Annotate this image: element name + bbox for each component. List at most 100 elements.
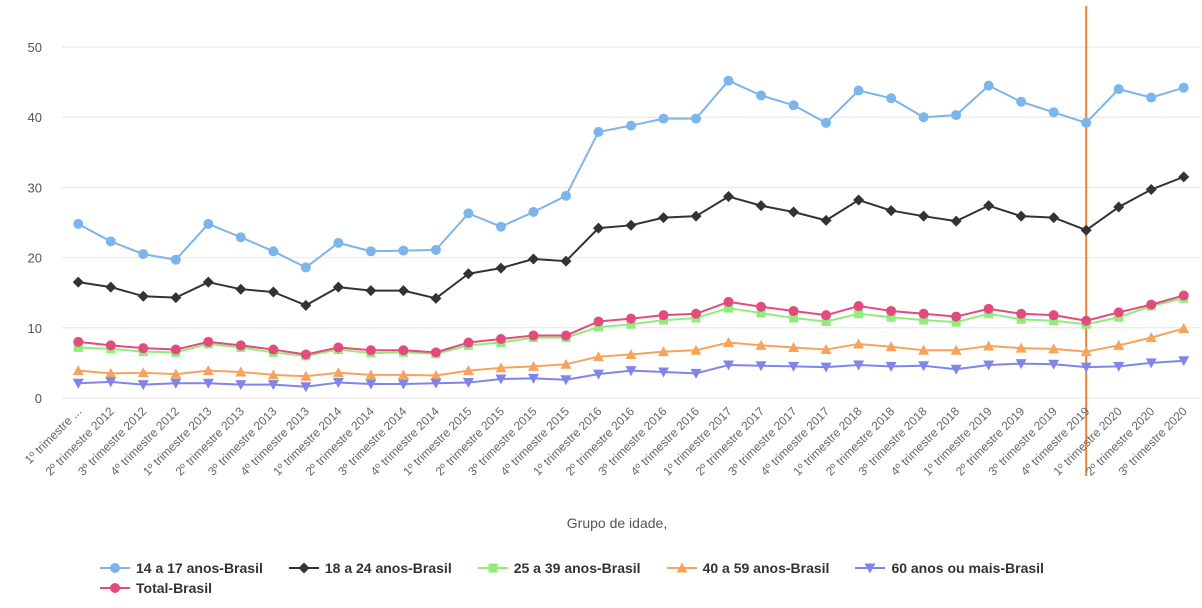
data-point — [365, 345, 376, 356]
data-point — [1080, 362, 1092, 373]
data-point — [755, 339, 767, 350]
data-point — [430, 244, 441, 255]
data-point — [300, 382, 312, 393]
data-point — [690, 210, 702, 222]
data-point — [495, 262, 507, 274]
y-tick-label: 20 — [28, 251, 42, 266]
data-point — [756, 308, 766, 318]
data-point — [983, 80, 994, 91]
data-point — [170, 254, 181, 265]
legend-item[interactable]: 40 a 59 anos-Brasil — [666, 560, 829, 576]
data-point — [788, 341, 800, 352]
data-point — [105, 281, 117, 293]
data-point — [137, 290, 149, 302]
legend-item[interactable]: 14 a 17 anos-Brasil — [100, 560, 263, 576]
data-point — [1048, 343, 1060, 354]
data-point — [462, 378, 474, 389]
legend-label: 14 a 17 anos-Brasil — [136, 560, 263, 576]
data-point — [528, 206, 539, 217]
data-point — [267, 380, 279, 391]
data-point — [918, 361, 930, 372]
data-point — [1015, 342, 1027, 353]
legend-label: 18 a 24 anos-Brasil — [324, 560, 452, 576]
legend-label: 25 a 39 anos-Brasil — [513, 560, 641, 576]
series-3 — [72, 323, 1190, 381]
data-point — [202, 378, 214, 389]
data-point — [853, 85, 864, 96]
data-point — [983, 340, 995, 351]
data-point — [235, 283, 247, 295]
data-point — [625, 366, 637, 377]
data-point — [983, 303, 994, 314]
data-point — [267, 369, 279, 380]
data-point — [235, 380, 247, 391]
data-point — [592, 351, 604, 362]
y-axis: 0 10 20 30 40 50 — [28, 40, 42, 406]
data-point — [560, 375, 572, 386]
data-point — [105, 340, 116, 351]
data-point — [1178, 82, 1189, 93]
data-point — [105, 367, 117, 378]
data-point — [1016, 308, 1027, 319]
data-point — [951, 110, 962, 121]
data-point — [951, 317, 961, 327]
data-point — [300, 262, 311, 273]
data-point — [756, 90, 767, 101]
data-point — [886, 93, 897, 104]
legend: 14 a 17 anos-Brasil 18 a 24 anos-Brasil 25… — [100, 560, 1160, 596]
data-point — [820, 344, 832, 355]
data-point — [950, 344, 962, 355]
legend-marker-icon — [666, 562, 697, 573]
data-point — [918, 112, 929, 123]
series-line — [78, 175, 1185, 307]
legend-marker — [864, 563, 876, 574]
data-point — [691, 308, 702, 319]
data-point — [527, 253, 539, 265]
data-point — [1081, 117, 1092, 128]
data-point — [430, 292, 442, 304]
legend-marker-icon — [100, 563, 130, 573]
data-point — [724, 303, 734, 313]
data-point — [918, 210, 930, 222]
data-point — [723, 191, 735, 203]
data-point — [170, 292, 182, 304]
data-point — [528, 330, 539, 341]
data-point — [560, 255, 572, 267]
legend-item[interactable]: 60 anos ou mais-Brasil — [855, 560, 1044, 576]
data-point — [626, 120, 636, 131]
data-point — [690, 344, 702, 355]
legend-marker — [488, 563, 498, 573]
data-point — [72, 378, 84, 389]
data-point — [658, 310, 669, 321]
data-point — [365, 379, 377, 390]
series-0 — [73, 75, 1189, 273]
data-point — [1015, 359, 1027, 370]
data-point — [463, 337, 474, 348]
legend-item[interactable]: 25 a 39 anos-Brasil — [477, 560, 641, 576]
data-point — [1178, 171, 1190, 183]
data-point — [723, 337, 735, 348]
data-point — [333, 342, 344, 353]
data-point — [1146, 92, 1157, 103]
series-1 — [72, 171, 1190, 311]
data-point — [332, 378, 344, 389]
data-point — [430, 378, 442, 389]
legend-item[interactable]: 18 a 24 anos-Brasil — [288, 560, 452, 576]
data-point — [885, 361, 897, 372]
data-point — [820, 362, 832, 373]
legend-marker-icon — [100, 583, 130, 593]
data-point — [983, 200, 995, 212]
data-point — [202, 276, 214, 288]
legend-item[interactable]: Total-Brasil — [100, 580, 212, 596]
data-point — [853, 338, 865, 349]
data-point — [398, 345, 409, 356]
data-point — [235, 366, 247, 377]
data-point — [821, 310, 832, 321]
data-point — [495, 362, 507, 373]
data-point — [918, 308, 929, 319]
data-point — [397, 369, 409, 380]
data-point — [1015, 210, 1027, 222]
data-point — [593, 322, 603, 332]
data-point — [430, 347, 441, 358]
